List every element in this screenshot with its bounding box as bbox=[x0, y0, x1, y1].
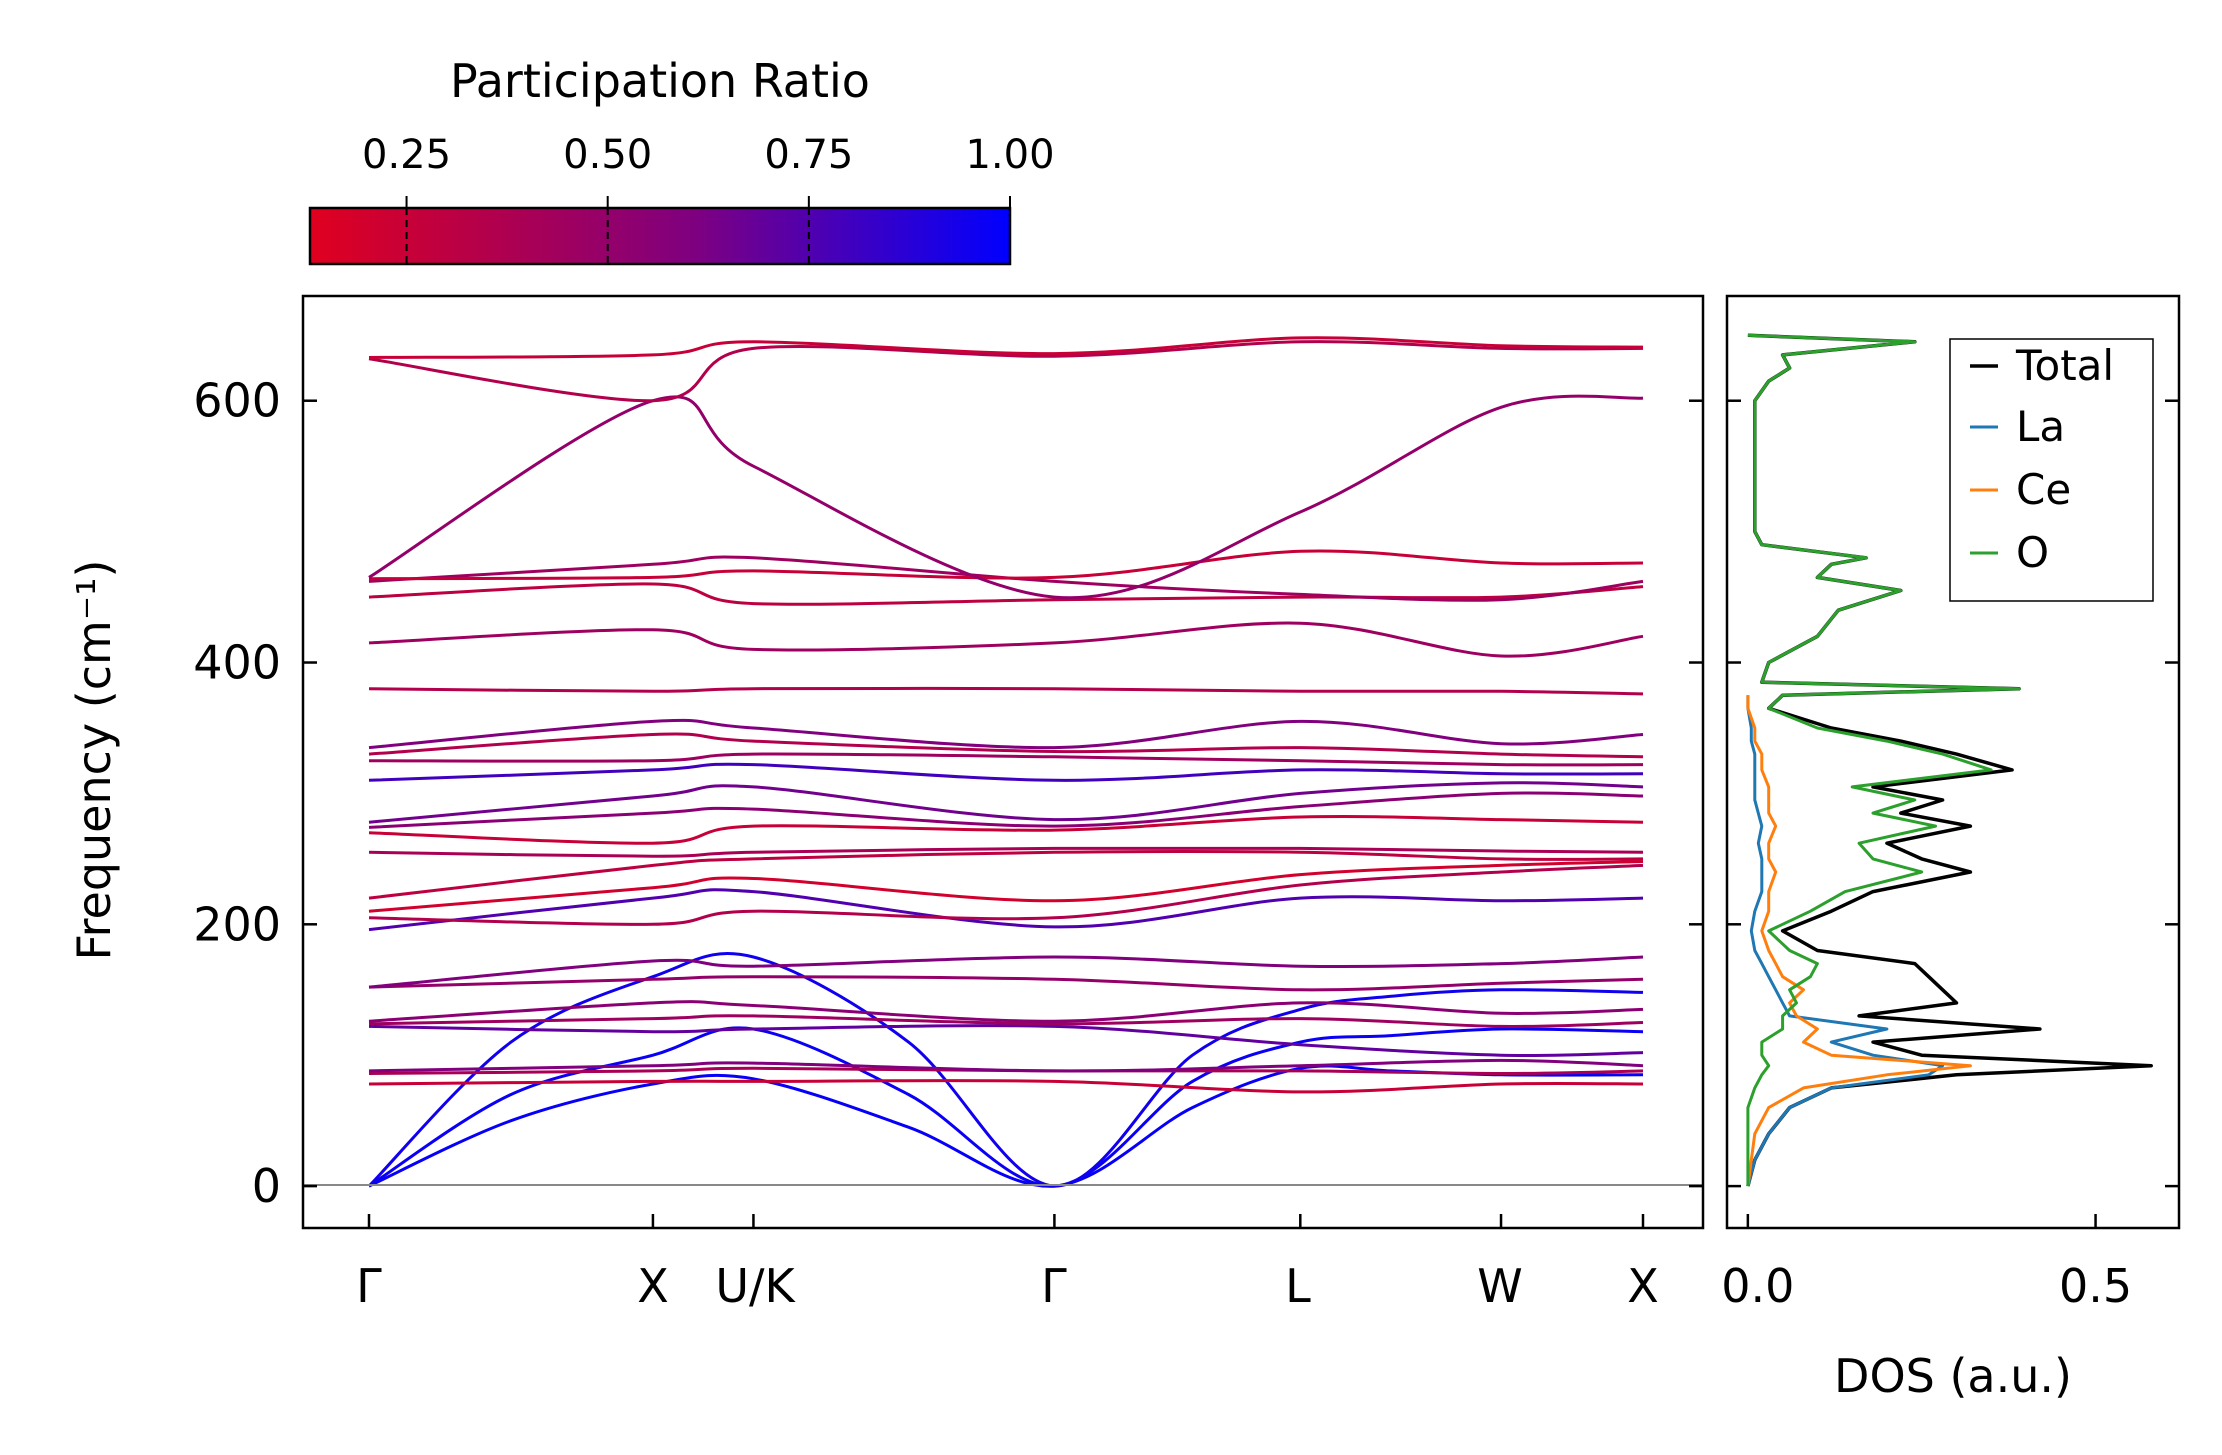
band-high-opt-7 bbox=[369, 342, 1643, 401]
legend-label-total: Total bbox=[2015, 341, 2114, 390]
colorbar-gradient bbox=[310, 208, 1010, 264]
x-label-w: W bbox=[1477, 1259, 1522, 1313]
band-acoustic-2 bbox=[369, 1028, 1643, 1186]
band-high-opt-5 bbox=[369, 551, 1643, 579]
band-mid-opt-3 bbox=[369, 862, 1643, 912]
band-low-opt-3 bbox=[369, 1060, 1643, 1071]
y-tick-label-200: 200 bbox=[193, 897, 281, 951]
svg-text:X: X bbox=[1627, 1259, 1659, 1313]
band-high-opt-2 bbox=[369, 623, 1643, 656]
colorbar-tick-label-3: 1.00 bbox=[965, 132, 1054, 178]
svg-text:U/K: U/K bbox=[715, 1259, 796, 1313]
colorbar-tick-label-0: 0.25 bbox=[362, 132, 451, 178]
legend-label-o: O bbox=[2016, 528, 2049, 577]
x-label-gamma-1: Γ bbox=[356, 1259, 382, 1313]
dos-panel: 0.0 0.5 DOS (a.u.) Total La Ce O bbox=[1721, 296, 2179, 1403]
dispersion-bands bbox=[369, 338, 1643, 1187]
x-label-x-1: X bbox=[637, 1259, 669, 1313]
band-mid-opt-7 bbox=[369, 793, 1643, 827]
band-high-opt-1 bbox=[369, 688, 1643, 694]
y-axis-label: Frequency (cm⁻¹) bbox=[67, 560, 121, 961]
dispersion-x-ticks bbox=[369, 1214, 1643, 1228]
colorbar-tick-label-2: 0.75 bbox=[764, 132, 853, 178]
band-mid-opt-12 bbox=[369, 720, 1643, 747]
y-tick-label-600: 600 bbox=[193, 374, 281, 428]
band-mid-opt-10 bbox=[369, 754, 1643, 765]
band-low-opt-1 bbox=[369, 1081, 1643, 1092]
colorbar-tick-label-1: 0.50 bbox=[563, 132, 652, 178]
band-low-opt-7 bbox=[369, 977, 1643, 990]
band-mid-opt-6 bbox=[369, 816, 1643, 843]
svg-text:W: W bbox=[1477, 1259, 1522, 1313]
svg-text:L: L bbox=[1285, 1259, 1311, 1313]
band-high-opt-6 bbox=[369, 396, 1643, 598]
dispersion-panel: 0 200 400 600 Γ X U/K Γ L W X Frequency (cm… bbox=[67, 296, 1703, 1313]
colorbar: Participation Ratio 0.25 0.50 0.75 1.00 bbox=[310, 54, 1055, 264]
x-label-l: L bbox=[1285, 1259, 1311, 1313]
legend-label-la: La bbox=[2016, 402, 2065, 451]
dos-x-tick-label-1: 0.5 bbox=[2059, 1259, 2132, 1313]
dos-legend: Total La Ce O bbox=[1950, 339, 2153, 601]
svg-text:X: X bbox=[637, 1259, 669, 1313]
dos-x-axis-label: DOS (a.u.) bbox=[1834, 1349, 2072, 1403]
x-label-u-k: U/K bbox=[715, 1259, 796, 1313]
x-label-gamma-2: Γ bbox=[1041, 1259, 1067, 1313]
colorbar-label: Participation Ratio bbox=[450, 54, 870, 108]
legend-label-ce: Ce bbox=[2016, 465, 2071, 514]
band-mid-opt-9 bbox=[369, 764, 1643, 780]
y-tick-label-400: 400 bbox=[193, 636, 281, 690]
svg-text:Γ: Γ bbox=[356, 1259, 382, 1313]
svg-text:Γ: Γ bbox=[1041, 1259, 1067, 1313]
x-label-x-2: X bbox=[1627, 1259, 1659, 1313]
phonon-figure: Participation Ratio 0.25 0.50 0.75 1.00 0 20… bbox=[0, 0, 2222, 1455]
dos-x-tick-label-0: 0.0 bbox=[1721, 1259, 1794, 1313]
y-tick-label-0: 0 bbox=[252, 1159, 281, 1213]
